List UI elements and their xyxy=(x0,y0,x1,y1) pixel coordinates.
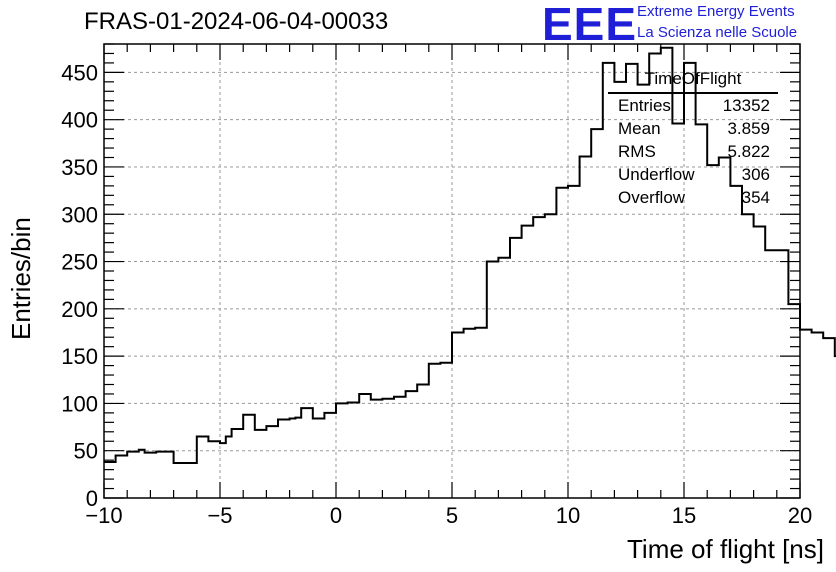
x-tick-label: −10 xyxy=(85,503,122,528)
logo-caption-line2: La Scienza nelle Scuole xyxy=(637,24,798,41)
stats-label: Overflow xyxy=(618,188,686,207)
stats-label: RMS xyxy=(618,142,656,161)
y-tick-label: 450 xyxy=(61,60,98,85)
stats-value: 13352 xyxy=(722,96,770,115)
stats-row-overflow: Overflow 354 xyxy=(608,186,778,209)
x-tick-label: 15 xyxy=(672,503,696,528)
stats-value: 354 xyxy=(741,188,770,207)
stats-box: TimeOfFlight Entries 13352 Mean 3.859 RM… xyxy=(608,68,778,209)
stats-title: TimeOfFlight xyxy=(608,68,778,94)
x-axis-label: Time of flight [ns] xyxy=(627,534,824,564)
stats-row-entries: Entries 13352 xyxy=(608,94,778,117)
y-tick-label: 0 xyxy=(86,486,98,511)
y-tick-label: 300 xyxy=(61,202,98,227)
stats-value: 306 xyxy=(741,165,770,184)
y-tick-label: 200 xyxy=(61,297,98,322)
stats-label: Mean xyxy=(618,119,661,138)
logo-caption-line1: Extreme Energy Events xyxy=(637,3,795,20)
y-tick-label: 250 xyxy=(61,250,98,275)
x-tick-label: 10 xyxy=(556,503,580,528)
x-tick-label: 5 xyxy=(446,503,458,528)
axis-ticks xyxy=(103,43,801,499)
stats-label: Underflow xyxy=(618,165,695,184)
stats-value: 5.822 xyxy=(727,142,770,161)
stats-value: 3.859 xyxy=(727,119,770,138)
eee-logo: EEE xyxy=(542,0,638,50)
stats-row-rms: RMS 5.822 xyxy=(608,140,778,163)
y-tick-label: 150 xyxy=(61,344,98,369)
histogram-line xyxy=(104,46,836,465)
y-tick-label: 400 xyxy=(61,108,98,133)
stats-row-mean: Mean 3.859 xyxy=(608,117,778,140)
stats-row-underflow: Underflow 306 xyxy=(608,163,778,186)
grid-lines xyxy=(104,44,800,498)
x-tick-label: 0 xyxy=(330,503,342,528)
y-tick-label: 50 xyxy=(74,439,98,464)
y-tick-label: 100 xyxy=(61,391,98,416)
y-tick-label: 350 xyxy=(61,155,98,180)
x-tick-label: 20 xyxy=(788,503,812,528)
plot-title: FRAS-01-2024-06-04-00033 xyxy=(84,8,389,35)
stats-label: Entries xyxy=(618,96,671,115)
y-axis-label: Entries/bin xyxy=(6,217,36,340)
x-tick-label: −5 xyxy=(207,503,232,528)
